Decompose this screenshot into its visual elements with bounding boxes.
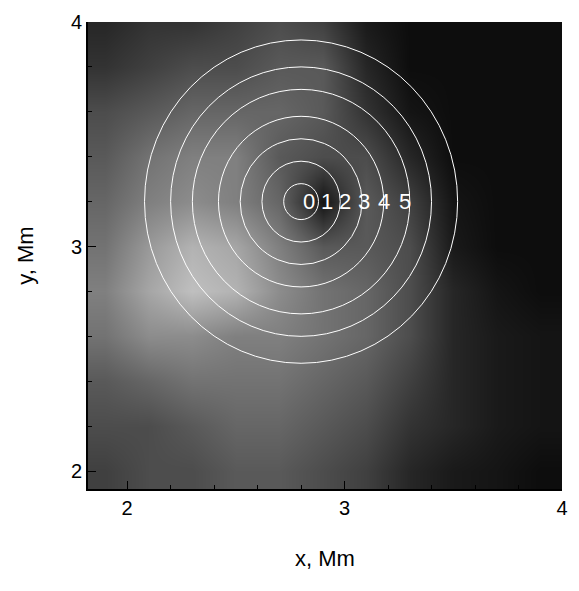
- svg-text:2: 2: [339, 189, 351, 214]
- svg-text:4: 4: [71, 11, 82, 33]
- svg-text:3: 3: [339, 497, 350, 519]
- svg-text:5: 5: [399, 189, 411, 214]
- svg-text:3: 3: [358, 189, 370, 214]
- svg-text:2: 2: [71, 460, 82, 482]
- svg-text:0: 0: [303, 189, 315, 214]
- svg-text:x, Mm: x, Mm: [295, 546, 355, 571]
- svg-text:3: 3: [71, 236, 82, 258]
- svg-text:4: 4: [378, 189, 390, 214]
- svg-text:1: 1: [321, 189, 333, 214]
- svg-text:y, Mm: y, Mm: [13, 226, 38, 284]
- svg-text:4: 4: [556, 497, 567, 519]
- svg-text:2: 2: [122, 497, 133, 519]
